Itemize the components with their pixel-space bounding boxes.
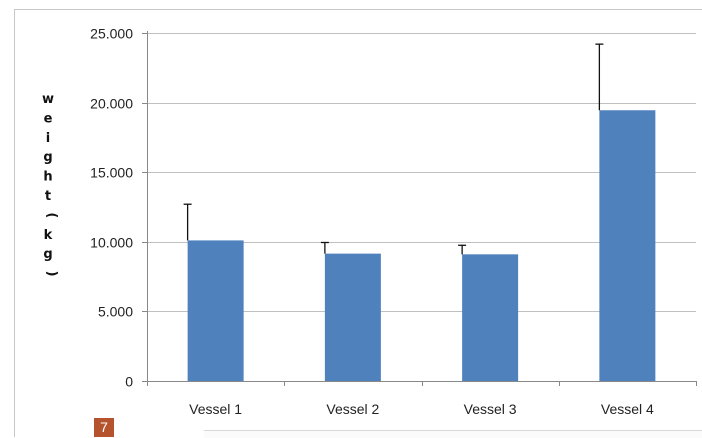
y-axis-label-char: t bbox=[45, 189, 51, 204]
bar-vessel-3 bbox=[462, 254, 519, 381]
chart-frame bbox=[14, 9, 702, 437]
x-tick-label: Vessel 4 bbox=[601, 401, 654, 417]
y-axis-label-char: w bbox=[42, 92, 54, 107]
y-axis-label-char: ) bbox=[44, 271, 59, 277]
y-axis-label-char: h bbox=[43, 170, 52, 185]
page-number-badge: 7 bbox=[94, 418, 114, 437]
y-tick-label: 0 bbox=[125, 374, 133, 390]
bar-vessel-2 bbox=[324, 253, 381, 381]
y-axis-label-char: e bbox=[44, 111, 53, 126]
y-axis-label-char: i bbox=[46, 131, 50, 146]
y-tick-label: 25.000 bbox=[90, 26, 133, 42]
bar-vessel-4 bbox=[599, 110, 656, 382]
y-axis-label-char: g bbox=[43, 150, 52, 165]
y-axis-label-char: g bbox=[43, 247, 52, 262]
bar-vessel-1 bbox=[187, 240, 244, 381]
y-axis-label-char: k bbox=[44, 228, 53, 243]
y-tick-label: 10.000 bbox=[90, 235, 133, 251]
x-tick-label: Vessel 1 bbox=[189, 401, 242, 417]
x-tick-label: Vessel 3 bbox=[464, 401, 517, 417]
y-tick-label: 15.000 bbox=[90, 165, 133, 181]
y-tick-label: 5.000 bbox=[98, 304, 133, 320]
x-tick-label: Vessel 2 bbox=[326, 401, 379, 417]
bottom-divider bbox=[204, 430, 702, 438]
y-axis-label-char: ( bbox=[44, 212, 59, 218]
y-tick-label: 20.000 bbox=[90, 96, 133, 112]
